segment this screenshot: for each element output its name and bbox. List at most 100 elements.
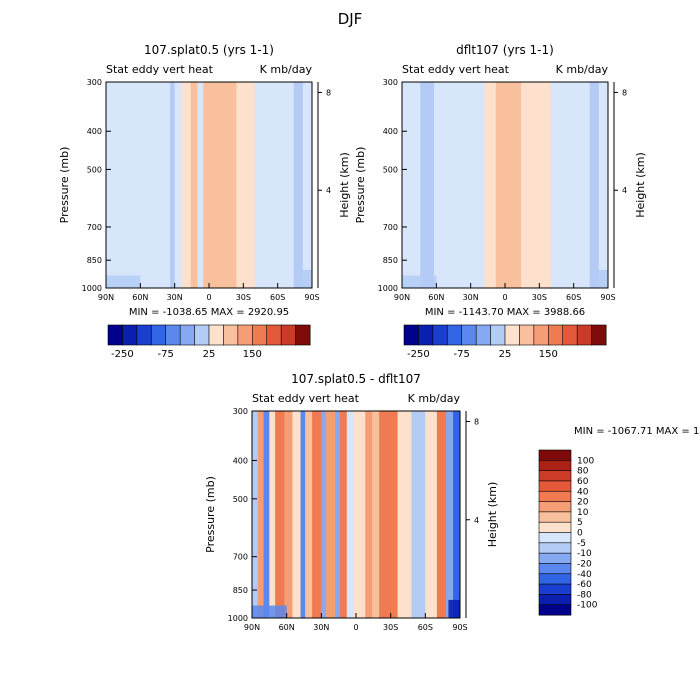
contour-band-22	[411, 411, 426, 618]
contour-band-6	[284, 411, 293, 618]
x-tick-label: 90S	[600, 293, 615, 302]
contour-band-13	[532, 82, 552, 288]
x-tick-label: 60N	[132, 293, 148, 302]
contour-band-4	[269, 411, 276, 618]
colorbar-swatch-5	[165, 324, 181, 346]
x-tick-label: 30S	[236, 293, 251, 302]
colorbar-swatch-8	[504, 324, 520, 346]
colorbar: -250 -75 25 150	[403, 324, 607, 360]
height-axis-label: Height (km)	[634, 152, 647, 218]
colorbar-swatch-2	[418, 324, 434, 346]
field-label: Stat eddy vert heat	[252, 392, 360, 405]
height-tick-label: 4	[326, 186, 331, 195]
height-tick-label: 4	[622, 186, 627, 195]
contour-band-3	[263, 411, 270, 618]
contour-band-6	[163, 82, 171, 288]
contour-band-16	[578, 82, 591, 288]
contour-band-11	[511, 82, 522, 288]
contour-band-3	[420, 82, 435, 288]
colorbar-swatch-4	[150, 324, 167, 346]
contour-band-9	[181, 82, 192, 288]
min-max-label: MIN = -1143.70 MAX = 3988.66	[425, 307, 585, 318]
contour-band-11	[197, 82, 204, 288]
colorbar-swatch-7	[194, 324, 210, 346]
colorbar-swatch-13	[576, 324, 593, 346]
colorbar-label: -75	[454, 349, 470, 360]
colorbar-label: 40	[577, 487, 589, 497]
field-label: Stat eddy vert heat	[402, 63, 510, 76]
y-tick-label: 500	[233, 495, 248, 504]
min-max-label: MIN = -1067.71 MAX = 116.21	[574, 426, 700, 437]
x-tick-label: 30S	[532, 293, 547, 302]
colorbar-swatch-9	[519, 324, 535, 346]
colorbar-label: 5	[577, 518, 583, 528]
y-tick-label: 400	[383, 127, 398, 136]
colorbar-label: 20	[577, 498, 589, 508]
contour-band-8	[174, 82, 182, 288]
surface-patch-south	[596, 269, 608, 288]
contour-band-1	[106, 82, 118, 288]
x-tick-label: 0	[502, 293, 507, 302]
contour-band-10	[495, 82, 513, 288]
y-axis-label: Pressure (mb)	[204, 476, 217, 553]
y-tick-label: 850	[233, 586, 248, 595]
panels: 107.splat0.5 (yrs 1-1) Stat eddy vert hea…	[58, 43, 700, 632]
contour-band-26	[453, 411, 461, 618]
panel-title: 107.splat0.5 - dflt107	[291, 372, 421, 386]
x-tick-label: 30N	[463, 293, 479, 302]
colorbar-label: 25	[499, 349, 512, 360]
contour-band-19	[379, 411, 392, 618]
contour-band-12	[203, 82, 219, 288]
colorbar-swatch-5	[461, 324, 477, 346]
panel-3: 107.splat0.5 - dflt107 Stat eddy vert hea…	[204, 372, 700, 632]
contour-band-7	[170, 82, 176, 288]
colorbar-label: -100	[577, 601, 598, 611]
contour-band-4	[138, 82, 153, 288]
y-tick-label: 300	[233, 407, 248, 416]
contour-band-21	[397, 411, 412, 618]
contour-band-18	[598, 82, 609, 288]
contour-band-10	[312, 411, 322, 618]
x-tick-label: 30N	[313, 623, 329, 632]
colorbar-swatch-13	[538, 573, 572, 585]
colorbar-label: 150	[539, 349, 558, 360]
contour-band-14	[339, 411, 348, 618]
colorbar-swatch-9	[223, 324, 239, 346]
contour-band-19	[293, 82, 304, 288]
colorbar-swatch-7	[490, 324, 506, 346]
colorbar-swatch-4	[538, 480, 572, 492]
contour-band-15	[346, 411, 355, 618]
y-tick-label: 500	[383, 165, 398, 174]
colorbar-label: 100	[577, 456, 594, 466]
colorbar-swatch-10	[538, 542, 572, 554]
colorbar-swatch-13	[280, 324, 297, 346]
contour-band-9	[484, 82, 497, 288]
units-label: K mb/day	[260, 63, 313, 76]
contour-band-2	[257, 411, 264, 618]
x-tick-label: 30N	[167, 293, 183, 302]
y-tick-label: 700	[383, 223, 398, 232]
colorbar-swatch-14	[295, 324, 311, 346]
min-max-label: MIN = -1038.65 MAX = 2920.95	[129, 307, 289, 318]
x-tick-label: 90N	[98, 293, 114, 302]
colorbar-swatch-8	[208, 324, 224, 346]
colorbar-swatch-1	[107, 324, 123, 346]
contour-band-7	[468, 82, 476, 288]
colorbar-swatch-3	[136, 324, 152, 346]
x-tick-label: 60N	[279, 623, 295, 632]
colorbar-swatch-1	[403, 324, 419, 346]
colorbar-swatch-16	[538, 604, 572, 616]
contour-band-17	[268, 82, 283, 288]
colorbar-swatch-12	[538, 563, 572, 575]
contour-band-20	[302, 82, 313, 288]
colorbar-label: -75	[158, 349, 174, 360]
panel-title: dflt107 (yrs 1-1)	[456, 43, 554, 57]
x-tick-label: 60S	[566, 293, 581, 302]
colorbar-swatch-14	[591, 324, 607, 346]
contour-band-3	[125, 82, 139, 288]
contour-band-8	[300, 411, 306, 618]
y-tick-label: 500	[87, 165, 102, 174]
colorbar-swatch-11	[547, 324, 564, 346]
contour-band-16	[353, 411, 366, 618]
panel-1: 107.splat0.5 (yrs 1-1) Stat eddy vert hea…	[58, 43, 351, 360]
